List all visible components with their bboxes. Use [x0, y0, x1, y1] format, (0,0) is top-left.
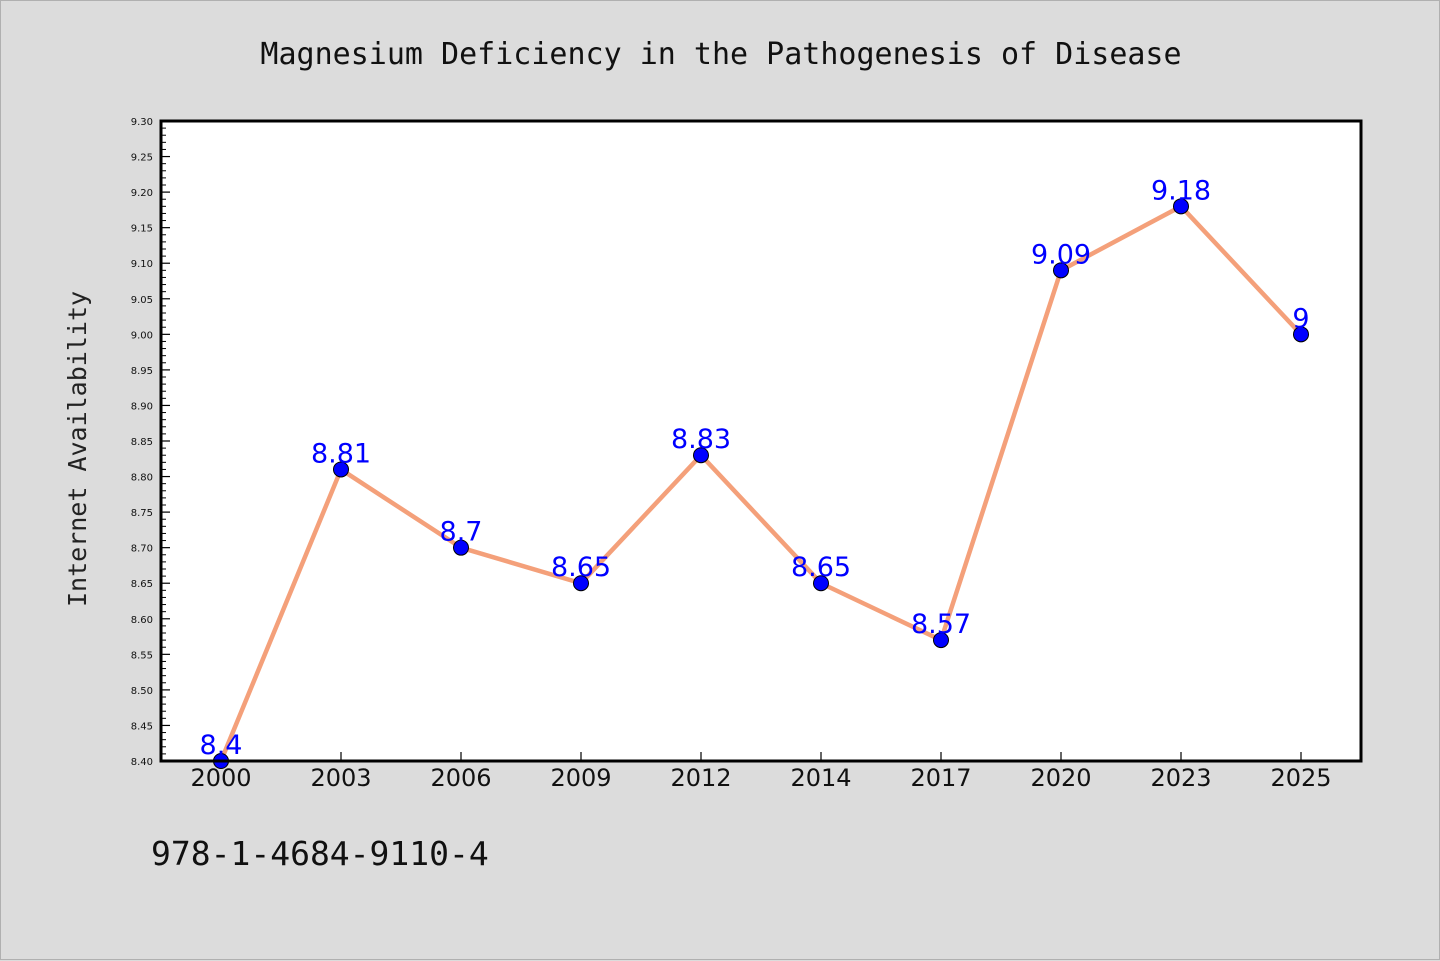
data-point [933, 632, 949, 649]
y-tick-label: 8.95 [131, 366, 153, 377]
chart-title: Magnesium Deficiency in the Pathogenesis… [260, 37, 1181, 72]
data-label: 8.7 [440, 517, 483, 548]
data-label: 8.65 [551, 552, 611, 583]
data-point [333, 461, 349, 478]
y-tick-label: 8.90 [131, 401, 153, 412]
y-tick-label: 9.30 [131, 117, 153, 128]
x-axis: 2000 2003 2006 2009 2012 2014 2017 2020 2023 2025 [190, 752, 1332, 792]
y-tick-label: 9.20 [131, 188, 153, 199]
footnote-isbn: 978-1-4684-9110-4 [151, 834, 489, 873]
plot-area [161, 121, 1361, 761]
data-label: 8.57 [911, 609, 971, 640]
x-tick-label: 2023 [1150, 764, 1211, 792]
y-tick-label: 9.00 [131, 330, 153, 341]
y-axis-label: Internet Availability [63, 291, 92, 607]
y-tick-label: 8.85 [131, 437, 153, 448]
data-label: 8.81 [311, 438, 371, 469]
data-point [693, 447, 709, 464]
y-tick-label: 8.55 [131, 650, 153, 661]
y-tick-label: 8.50 [131, 686, 153, 697]
x-tick-label: 2025 [1270, 764, 1331, 792]
x-tick-label: 2020 [1030, 764, 1091, 792]
y-tick-label: 8.80 [131, 473, 153, 484]
y-tick-label: 8.65 [131, 579, 153, 590]
series-line [218, 204, 1303, 762]
x-tick-label: 2017 [910, 764, 971, 792]
y-tick-label: 9.05 [131, 295, 153, 306]
data-point [1053, 262, 1069, 279]
x-tick-label: 2009 [550, 764, 611, 792]
x-tick-label: 2012 [670, 764, 731, 792]
y-axis: 8.40 8.45 8.50 8.55 8.60 8.65 8.70 8.75 8.80 8.85… [131, 117, 170, 768]
data-point [1173, 198, 1189, 215]
data-label: 9 [1292, 303, 1309, 334]
data-label: 9.18 [1151, 175, 1211, 206]
y-tick-label: 8.60 [131, 615, 153, 626]
data-label: 8.4 [200, 730, 243, 761]
y-tick-label: 8.75 [131, 508, 153, 519]
data-labels: 8.4 8.81 8.7 8.65 8.83 8.65 8.57 9.09 9.18 9 [200, 175, 1310, 761]
y-tick-label: 9.25 [131, 153, 153, 164]
x-tick-label: 2006 [430, 764, 491, 792]
plot-border [159, 119, 1363, 763]
y-tick-label: 8.70 [131, 544, 153, 555]
y-tick-label: 8.40 [131, 757, 153, 768]
data-label: 8.83 [671, 424, 731, 455]
x-tick-label: 2014 [790, 764, 851, 792]
data-label: 9.09 [1031, 239, 1091, 270]
data-point [1293, 326, 1309, 343]
y-tick-label: 8.45 [131, 721, 153, 732]
x-tick-label: 2003 [310, 764, 371, 792]
y-tick-label: 9.15 [131, 224, 153, 235]
data-point [453, 539, 469, 556]
data-label: 8.65 [791, 552, 851, 583]
data-point [813, 575, 829, 592]
y-tick-label: 9.10 [131, 259, 153, 270]
data-point [573, 575, 589, 592]
